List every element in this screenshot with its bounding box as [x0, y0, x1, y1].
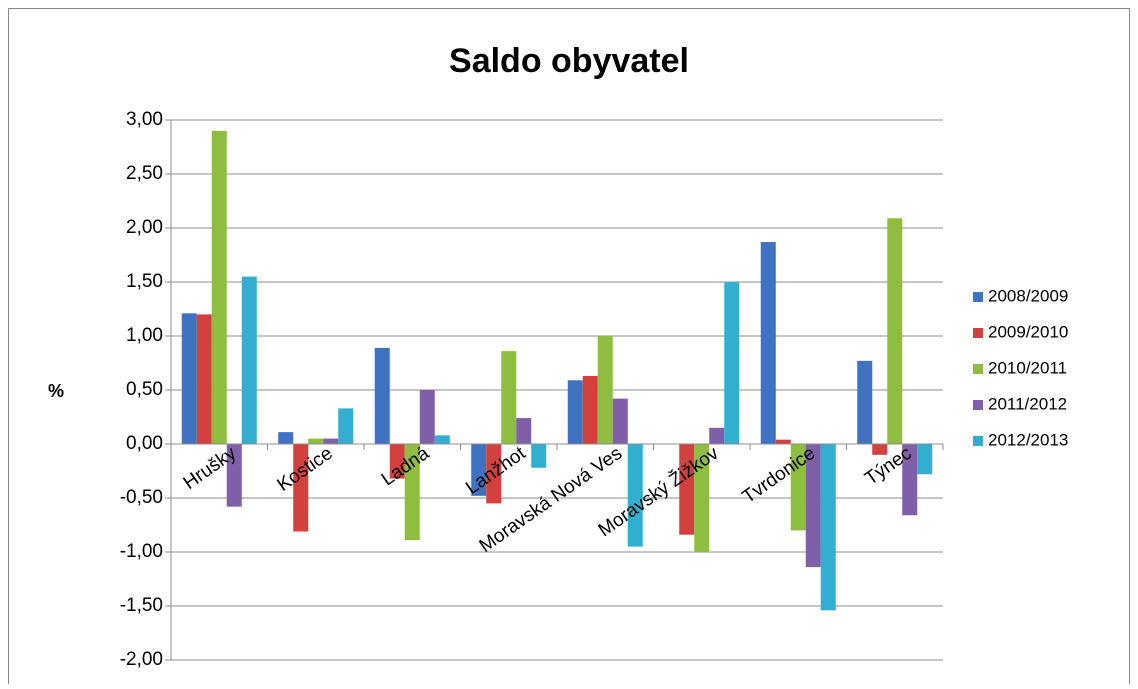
bar [694, 444, 710, 552]
bar [241, 276, 257, 444]
bar [211, 130, 227, 445]
bar [775, 439, 791, 444]
legend-swatch [973, 364, 983, 374]
bar [627, 444, 643, 547]
y-tick-label: -0,50 [120, 487, 163, 508]
bar [760, 242, 776, 444]
bar [679, 444, 695, 535]
bar [486, 444, 502, 504]
legend-label: 2010/2011 [988, 358, 1067, 377]
legend-label: 2009/2010 [988, 322, 1068, 341]
bar [887, 218, 903, 444]
bar [805, 444, 821, 568]
bar [196, 314, 212, 444]
bar [404, 444, 420, 541]
bar [612, 398, 628, 444]
bar [597, 336, 613, 444]
y-tick-label: 1,50 [126, 271, 163, 292]
bar [323, 438, 339, 444]
bar [501, 351, 517, 444]
chart-title: Saldo obyvatel [449, 42, 689, 80]
bar [308, 438, 324, 444]
bar [790, 444, 806, 531]
bar [902, 444, 918, 516]
y-tick-label: 0,00 [126, 433, 163, 454]
legend-swatch [973, 400, 983, 410]
y-tick-label: -1,00 [120, 541, 163, 562]
bar [226, 444, 242, 507]
bar [857, 360, 873, 444]
bar [820, 444, 836, 611]
bar [374, 347, 390, 444]
legend-swatch [973, 436, 983, 446]
y-tick-label: 2,00 [126, 217, 163, 238]
bar [181, 313, 197, 444]
bar [872, 444, 888, 455]
y-tick-label: 1,00 [126, 325, 163, 346]
bar [516, 418, 532, 444]
bar [471, 444, 487, 496]
bar [293, 444, 309, 532]
y-axis-label: % [48, 381, 64, 401]
bar [278, 432, 294, 444]
bar [724, 282, 740, 444]
y-tick-label: 0,50 [126, 379, 163, 400]
legend-swatch [973, 328, 983, 338]
y-tick-label: 3,00 [126, 109, 163, 130]
bar [419, 390, 435, 444]
y-tick-label: 2,50 [126, 163, 163, 184]
legend-label: 2008/2009 [988, 286, 1068, 305]
bar [567, 380, 583, 444]
bar [338, 408, 354, 444]
chart-frame [8, 8, 1130, 689]
legend-label: 2012/2013 [988, 430, 1068, 449]
bar [582, 375, 598, 444]
bar [531, 444, 547, 468]
bar [709, 427, 725, 444]
legend-swatch [973, 292, 983, 302]
y-tick-label: -1,50 [120, 595, 163, 616]
bar [917, 444, 933, 475]
legend-label: 2011/2012 [988, 394, 1067, 413]
y-tick-label: -2,00 [120, 649, 163, 670]
bar [389, 444, 405, 479]
bar [434, 435, 450, 444]
